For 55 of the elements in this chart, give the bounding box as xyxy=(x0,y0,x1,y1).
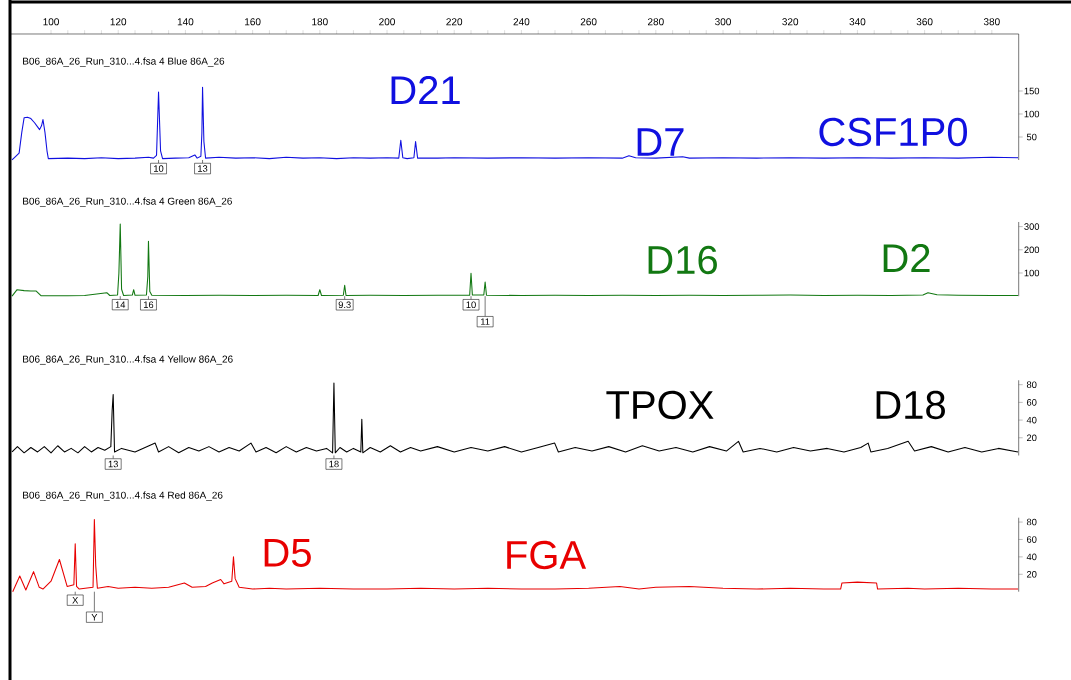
x-tick-label: 240 xyxy=(513,18,530,26)
annotation: 10 xyxy=(466,301,476,309)
annotation: D16 xyxy=(648,245,717,275)
y-tick-label: 80 xyxy=(1026,518,1037,526)
x-tick-label: 300 xyxy=(715,18,731,26)
annotation: D21 xyxy=(391,76,460,104)
x-tick-label: 140 xyxy=(177,18,194,26)
annotation: TPOX xyxy=(606,390,714,420)
y-tick-label: 20 xyxy=(1026,434,1037,442)
x-tick-label: 120 xyxy=(110,18,127,26)
annotation: D18 xyxy=(876,390,945,420)
y-tick-label: 100 xyxy=(1024,110,1040,118)
text: B06_86A_26_Run_310...4.fsa 4 Blue 86A_26 xyxy=(23,57,225,67)
annotation: D2 xyxy=(883,244,930,272)
y-tick-label: 80 xyxy=(1026,381,1037,388)
line-series xyxy=(11,223,1019,297)
y-tick-label: 40 xyxy=(1026,553,1037,561)
y-tick-label: 20 xyxy=(1026,570,1037,578)
annotation: 18 xyxy=(329,460,339,468)
y-tick-label: 60 xyxy=(1026,399,1037,406)
y-tick-label: 300 xyxy=(1024,223,1040,230)
y-tick-label: 200 xyxy=(1024,246,1040,254)
annotation: Y xyxy=(91,613,98,621)
x-tick-label: 360 xyxy=(916,18,933,26)
y-tick-label: 40 xyxy=(1026,416,1037,424)
annotation: 13 xyxy=(198,165,208,172)
x-tick-label: 340 xyxy=(849,18,866,26)
chart-title: B06_86A_26_Run_310...4.fsa 4 Green 86A_26 xyxy=(23,197,232,207)
chart-title: B06_86A_26_Run_310...4.fsa 4 Red 86A_26 xyxy=(23,491,223,501)
y-tick-label: 50 xyxy=(1026,133,1037,141)
x-tick-label: 180 xyxy=(312,18,328,26)
annotation: CSF1P0 xyxy=(819,117,968,147)
x-tick-label: 200 xyxy=(379,18,395,26)
annotation: D5 xyxy=(264,539,311,567)
y-tick-label: 150 xyxy=(1024,87,1040,95)
y-tick-label: 60 xyxy=(1026,536,1037,543)
annotation: 9.3 xyxy=(338,301,351,309)
x-tick-label: 260 xyxy=(580,18,597,26)
y-tick-label: 100 xyxy=(1024,269,1040,277)
annotation: 10 xyxy=(154,165,164,172)
x-tick-label: 380 xyxy=(983,18,1000,26)
annotation: FGA xyxy=(507,540,587,570)
x-tick-label: 100 xyxy=(43,18,59,26)
annotation: 14 xyxy=(115,301,126,308)
line-series xyxy=(12,518,1019,593)
annotation: 11 xyxy=(481,318,490,325)
annotation: 13 xyxy=(108,460,118,468)
x-tick-label: 160 xyxy=(245,18,261,26)
x-tick-label: 320 xyxy=(782,18,799,26)
chart-title: B06_86A_26_Run_310...4.fsa 4 Yellow 86A_26 xyxy=(23,355,233,365)
x-tick-label: 280 xyxy=(647,18,664,26)
x-tick-label: 220 xyxy=(446,18,463,26)
annotation: D7 xyxy=(637,128,684,156)
annotation: X xyxy=(72,596,79,604)
annotation: 16 xyxy=(143,301,154,309)
